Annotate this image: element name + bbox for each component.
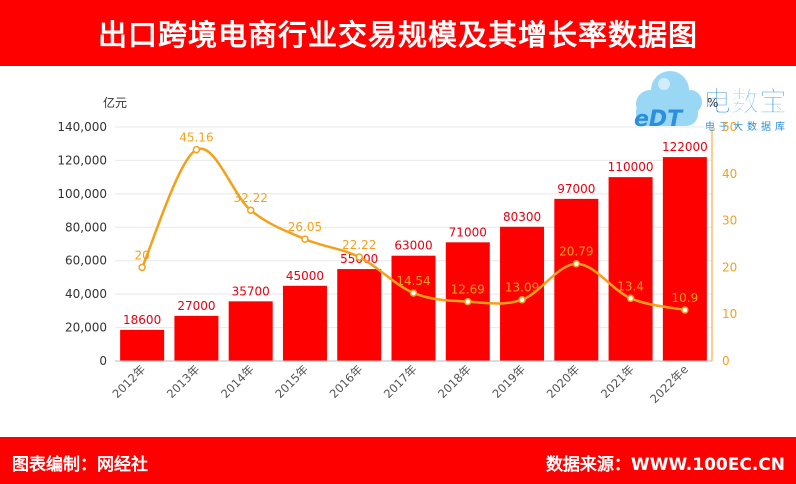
y-tick-label: 40,000 [65, 287, 107, 301]
bar-value-label: 71000 [449, 225, 487, 239]
y2-tick-label: 40 [722, 167, 737, 181]
line-point [192, 145, 201, 154]
logo: eDT 电数宝 电子大数据库 [634, 71, 789, 133]
x-tick-label: 2021年 [598, 362, 637, 401]
line-point [681, 306, 689, 314]
x-tick-label: 2022年e [647, 362, 691, 406]
bar [174, 315, 219, 361]
y-tick-label: 140,000 [57, 120, 107, 134]
growth-rate-label: 22.22 [342, 238, 376, 252]
line-point [409, 289, 418, 297]
line-point [464, 297, 472, 306]
bar [554, 198, 599, 361]
cloud-highlight [658, 78, 670, 90]
y-tick-label: 100,000 [57, 187, 107, 201]
left-axis-ticks: 0 20,000 40,000 60,000 80,000 100,000 120,000 1… [57, 120, 107, 368]
bar-value-label: 63000 [394, 239, 432, 253]
bar-value-label: 27000 [177, 299, 215, 313]
growth-rate-label: 12.69 [451, 283, 485, 297]
line-point [518, 295, 526, 304]
y-tick-label: 120,000 [57, 153, 107, 167]
bar-value-label: 110000 [608, 160, 654, 174]
x-tick-label: 2018年 [435, 362, 474, 401]
compiled-by: 图表编制：网经社 [12, 455, 148, 475]
y2-tick-label: 0 [722, 354, 730, 368]
x-tick-label: 2020年 [544, 362, 583, 401]
bar [337, 269, 382, 361]
chart-title: 出口跨境电商行业交易规模及其增长率数据图 [97, 18, 698, 52]
logo-subtitle: 电子大数据库 [705, 120, 789, 133]
logo-mark: eDT [634, 107, 684, 132]
y-tick-label: 80,000 [65, 220, 107, 234]
line-point [138, 263, 146, 272]
y2-tick-label: 20 [722, 260, 737, 274]
bar-series [120, 157, 707, 361]
growth-rate-label: 20.79 [559, 245, 593, 259]
x-tick-label: 2016年 [327, 362, 366, 401]
growth-rate-label: 45.16 [179, 131, 213, 145]
right-axis-unit: % [707, 96, 718, 110]
title-banner: 出口跨境电商行业交易规模及其增长率数据图 [0, 0, 796, 66]
growth-rate-label: 13.4 [617, 279, 644, 293]
x-tick-label: 2013年 [164, 362, 203, 401]
line-point [626, 294, 635, 303]
bar [662, 157, 707, 361]
y2-tick-label: 30 [722, 214, 737, 228]
footer-banner: 图表编制：网经社 数据来源：WWW.100EC.CN [0, 437, 796, 484]
line-point [355, 253, 363, 261]
y-tick-label: 20,000 [65, 321, 107, 335]
logo-name: 电数宝 [703, 85, 787, 118]
bar-value-label: 18600 [123, 313, 161, 327]
bar-value-label: 122000 [662, 140, 708, 154]
x-tick-label: 2012年 [110, 362, 149, 401]
bar [500, 226, 545, 361]
bar-value-label: 97000 [557, 182, 595, 196]
y-tick-label: 0 [99, 354, 107, 368]
right-axis-ticks: 0 10 20 30 40 50 [722, 120, 737, 368]
growth-rate-markers [138, 145, 689, 314]
growth-rate-labels: 20 45.16 32.22 26.05 22.22 14.54 12.69 13.09 20.… [134, 131, 698, 305]
y-tick-label: 60,000 [65, 254, 107, 268]
line-point [246, 206, 255, 214]
growth-rate-label: 32.22 [234, 191, 268, 205]
line-point [301, 235, 309, 243]
line-point [572, 259, 581, 268]
growth-rate-label: 20 [134, 248, 149, 262]
bar [282, 285, 327, 361]
bar-value-label: 35700 [232, 284, 270, 298]
bar [228, 301, 273, 361]
y2-tick-label: 50 [722, 120, 737, 134]
x-tick-label: 2015年 [272, 362, 311, 401]
bar [120, 329, 165, 361]
bar-value-label: 45000 [286, 269, 324, 283]
bar-value-label: 80300 [503, 210, 541, 224]
growth-rate-label: 10.9 [672, 291, 699, 305]
growth-rate-label: 14.54 [396, 274, 430, 288]
growth-rate-label: 26.05 [288, 220, 322, 234]
x-tick-label: 2014年 [218, 362, 257, 401]
growth-rate-label: 13.09 [505, 281, 539, 295]
y2-tick-label: 10 [722, 307, 737, 321]
x-axis-labels: 2012年 2013年 2014年 2015年 2016年 2017年 2018年 2019年… [110, 362, 691, 406]
data-source: 数据来源：WWW.100EC.CN [545, 455, 785, 475]
x-tick-label: 2017年 [381, 362, 420, 401]
left-axis-unit: 亿元 [103, 95, 127, 110]
bar [608, 177, 653, 361]
bar [391, 255, 436, 361]
x-tick-label: 2019年 [489, 362, 528, 401]
growth-rate-line [141, 147, 686, 312]
cloud-base [636, 100, 698, 126]
